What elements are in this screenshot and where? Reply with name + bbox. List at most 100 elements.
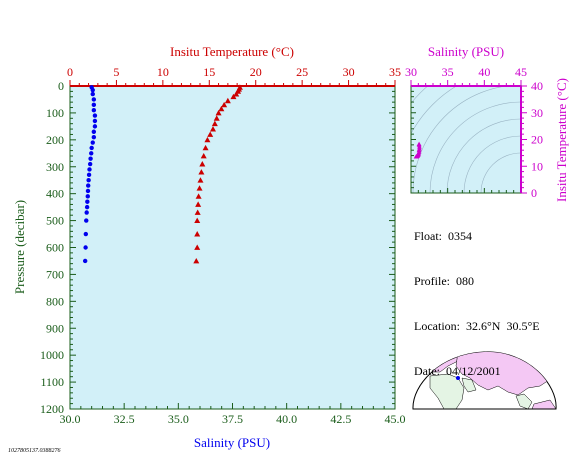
salinity-point bbox=[91, 102, 97, 108]
float-label: Float: bbox=[414, 229, 443, 243]
salinity-bottom-tick-label: 42.5 bbox=[330, 412, 351, 426]
profile-label: Profile: bbox=[414, 274, 450, 288]
temperature-point bbox=[199, 161, 206, 167]
profile-value: 080 bbox=[456, 274, 474, 288]
main-data-points bbox=[82, 84, 243, 264]
ts-contour-line bbox=[480, 152, 521, 193]
salinity-point bbox=[83, 231, 89, 237]
salinity-point bbox=[85, 199, 90, 204]
ts-contour-line bbox=[429, 101, 521, 193]
salinity-bottom-axis-title: Salinity (PSU) bbox=[194, 435, 270, 450]
salinity-bottom-tick-label: 32.5 bbox=[114, 412, 135, 426]
temperature-point bbox=[194, 209, 201, 215]
pressure-tick-label: 700 bbox=[46, 267, 64, 281]
salinity-point bbox=[89, 145, 94, 151]
pressure-axis-title: Pressure (decibar) bbox=[12, 200, 27, 294]
ts-contour-line bbox=[411, 86, 429, 104]
ts-temperature-tick-label: 0 bbox=[531, 186, 537, 200]
salinity-point bbox=[86, 183, 91, 188]
temperature-tick-label: 5 bbox=[113, 65, 119, 79]
temperature-point bbox=[221, 101, 228, 108]
temperature-point bbox=[202, 144, 209, 151]
profile-line: Profile: 080 bbox=[414, 274, 540, 289]
date-value: 04/12/2001 bbox=[446, 364, 501, 378]
temperature-point bbox=[218, 105, 225, 112]
main-plot-area bbox=[70, 86, 395, 409]
pressure-tick-label: 900 bbox=[46, 321, 64, 335]
ts-temperature-tick-label: 20 bbox=[531, 133, 543, 147]
salinity-point bbox=[91, 97, 97, 102]
temperature-point bbox=[215, 109, 222, 116]
salinity-point bbox=[90, 140, 95, 145]
temperature-tick-label: 35 bbox=[389, 65, 401, 79]
salinity-point bbox=[86, 178, 91, 183]
temperature-point bbox=[193, 257, 200, 264]
salinity-point bbox=[85, 194, 90, 199]
pressure-tick-label: 800 bbox=[46, 294, 64, 308]
salinity-point bbox=[92, 118, 98, 124]
salinity-point bbox=[85, 188, 91, 194]
pressure-tick-label: 300 bbox=[46, 160, 64, 174]
float-line: Float: 0354 bbox=[414, 229, 540, 244]
main-tick-labels: 0 5 10 15 20 25 30 35 30.0 32.5 35.0 37.5 40.0 42.5 45… bbox=[40, 65, 406, 426]
salinity-point bbox=[84, 218, 89, 223]
salinity-point bbox=[84, 210, 89, 215]
ts-temperature-tick-label: 10 bbox=[531, 159, 543, 173]
map-float-location-marker bbox=[456, 376, 460, 380]
pressure-tick-label: 1100 bbox=[40, 375, 64, 389]
pressure-tick-label: 0 bbox=[58, 79, 64, 93]
ts-salinity-tick-label: 45 bbox=[515, 65, 527, 79]
ts-salinity-tick-label: 35 bbox=[442, 65, 454, 79]
location-line: Location: 32.6°N 30.5°E bbox=[414, 319, 540, 334]
temperature-point bbox=[210, 126, 216, 132]
ts-tick-labels: 30 35 40 45 0 10 20 30 40 bbox=[405, 65, 543, 200]
temperature-point bbox=[200, 152, 207, 159]
salinity-bottom-tick-label: 40.0 bbox=[276, 412, 297, 426]
ts-temperature-tick-label: 40 bbox=[531, 79, 543, 93]
pressure-tick-label: 500 bbox=[46, 214, 64, 228]
salinity-point bbox=[83, 245, 88, 250]
temperature-point bbox=[195, 193, 202, 199]
pressure-tick-label: 100 bbox=[46, 106, 64, 120]
pressure-tick-label: 1200 bbox=[40, 402, 64, 416]
salinity-bottom-tick-label: 37.5 bbox=[222, 412, 243, 426]
salinity-point bbox=[91, 134, 97, 140]
salinity-point bbox=[90, 87, 95, 93]
ts-point bbox=[413, 154, 419, 159]
location-value: 32.6°N 30.5°E bbox=[465, 319, 540, 333]
pressure-tick-label: 400 bbox=[46, 187, 64, 201]
float-value: 0354 bbox=[448, 229, 473, 243]
temperature-point bbox=[196, 185, 203, 191]
temperature-point bbox=[194, 244, 201, 250]
temperature-point bbox=[211, 120, 218, 127]
date-label: Date: bbox=[414, 364, 440, 378]
temperature-tick-label: 25 bbox=[296, 65, 308, 79]
temperature-axis-title: Insitu Temperature (°C) bbox=[170, 44, 294, 59]
temperature-tick-label: 20 bbox=[250, 65, 262, 79]
ts-contour-line bbox=[411, 86, 458, 135]
temperature-tick-label: 10 bbox=[157, 65, 169, 79]
ts-contour-line bbox=[463, 135, 521, 193]
temperature-point bbox=[197, 177, 204, 183]
temperature-tick-label: 15 bbox=[203, 65, 215, 79]
salinity-point bbox=[91, 108, 97, 113]
temperature-point bbox=[224, 97, 231, 104]
ts-temperature-axis-title: Insitu Temperature (°C) bbox=[554, 78, 569, 202]
salinity-point bbox=[90, 91, 95, 97]
salinity-point bbox=[86, 172, 92, 178]
salinity-bottom-tick-label: 45.0 bbox=[385, 412, 406, 426]
ts-salinity-axis-title: Salinity (PSU) bbox=[428, 44, 504, 59]
salinity-point bbox=[87, 167, 92, 172]
salinity-bottom-tick-label: 35.0 bbox=[168, 412, 189, 426]
map-land-australia bbox=[531, 399, 557, 409]
temperature-tick-label: 30 bbox=[343, 65, 355, 79]
ts-salinity-tick-label: 30 bbox=[405, 65, 417, 79]
map-land-arabia bbox=[461, 377, 477, 393]
float-info: Float: 0354 Profile: 080 Location: 32.6°… bbox=[414, 199, 540, 409]
pressure-tick-label: 1000 bbox=[40, 348, 64, 362]
ts-density-contours bbox=[411, 86, 521, 193]
salinity-point bbox=[84, 204, 90, 210]
map-land-africa bbox=[429, 373, 465, 409]
